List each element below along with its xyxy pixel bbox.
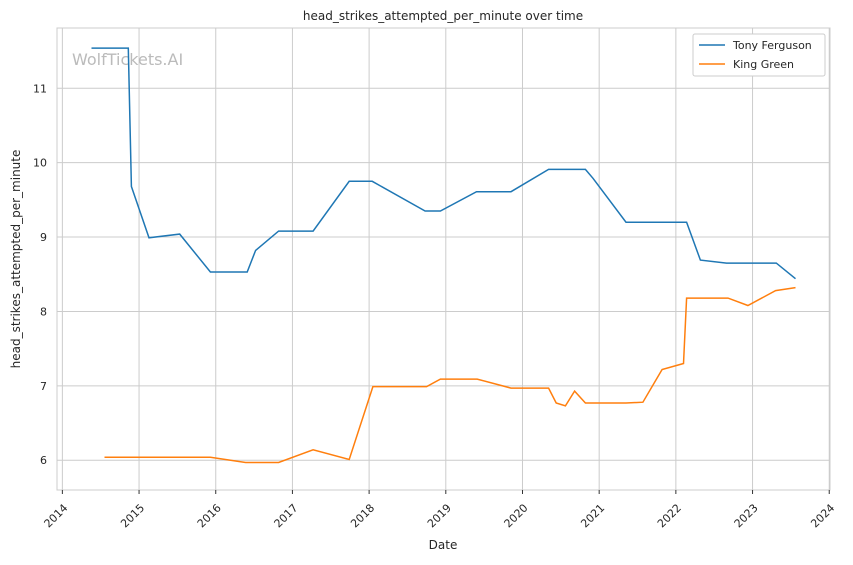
- grid: [57, 28, 830, 490]
- ticks: 2014 2015 2016 2017 2018 2019 2020 2021 2022 2023…: [33, 82, 837, 530]
- x-tick-label: 2019: [425, 501, 454, 530]
- series-lines: [91, 48, 795, 463]
- x-tick-label: 2014: [41, 501, 70, 530]
- chart-title: head_strikes_attempted_per_minute over t…: [303, 9, 583, 23]
- x-axis-label: Date: [429, 538, 458, 552]
- legend-label-king-green: King Green: [733, 58, 794, 71]
- legend: Tony Ferguson King Green: [693, 34, 825, 76]
- plot-area: [57, 28, 830, 490]
- x-tick-label: 2017: [272, 501, 301, 530]
- watermark: WolfTickets.AI: [72, 50, 183, 69]
- legend-label-tony-ferguson: Tony Ferguson: [732, 39, 812, 52]
- x-tick-label: 2024: [808, 501, 837, 530]
- y-tick-label: 11: [33, 82, 47, 95]
- x-tick-label: 2018: [348, 501, 377, 530]
- series-line-king-green: [105, 288, 796, 463]
- x-tick-label: 2021: [578, 501, 607, 530]
- y-tick-label: 6: [40, 454, 47, 467]
- y-tick-label: 7: [40, 380, 47, 393]
- x-tick-label: 2023: [732, 501, 761, 530]
- series-line-tony-ferguson: [92, 48, 796, 279]
- x-tick-label: 2015: [118, 501, 147, 530]
- x-tick-label: 2020: [502, 501, 531, 530]
- y-tick-label: 9: [40, 231, 47, 244]
- x-tick-label: 2016: [195, 501, 224, 530]
- y-tick-label: 10: [33, 157, 47, 170]
- y-tick-label: 8: [40, 305, 47, 318]
- x-tick-label: 2022: [655, 501, 684, 530]
- y-axis-label: head_strikes_attempted_per_minute: [9, 150, 23, 369]
